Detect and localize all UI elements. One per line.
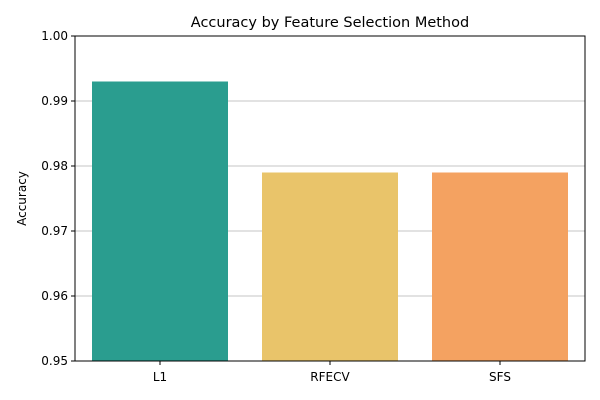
- y-tick-label: 0.96: [41, 289, 68, 303]
- x-tick-label: SFS: [489, 370, 511, 384]
- y-tick-label: 1.00: [41, 29, 68, 43]
- bar-sfs: [432, 172, 568, 361]
- bar-rfecv: [262, 172, 398, 361]
- x-tick-label: L1: [153, 370, 167, 384]
- x-tick-label: RFECV: [310, 370, 350, 384]
- x-axis-ticks: L1 RFECV SFS: [153, 361, 511, 384]
- y-tick-label: 0.97: [41, 224, 68, 238]
- y-axis-label: Accuracy: [15, 171, 29, 226]
- y-tick-label: 0.98: [41, 159, 68, 173]
- y-tick-label: 0.95: [41, 354, 68, 368]
- bar-l1: [92, 81, 228, 361]
- y-axis-ticks: 0.95 0.96 0.97 0.98 0.99 1.00: [41, 29, 75, 368]
- bars: [92, 81, 568, 361]
- chart-title: Accuracy by Feature Selection Method: [191, 15, 469, 31]
- y-tick-label: 0.99: [41, 94, 68, 108]
